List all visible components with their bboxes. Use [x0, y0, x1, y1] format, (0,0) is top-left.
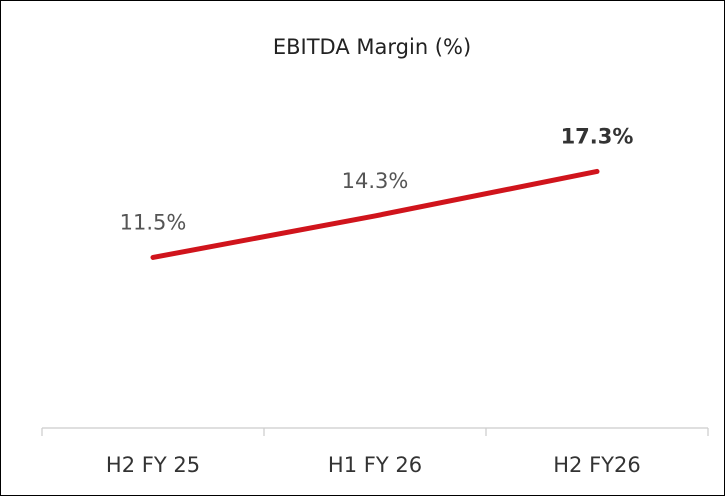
data-label: 14.3%	[342, 169, 409, 193]
line	[150, 168, 600, 260]
data-label: 11.5%	[120, 210, 187, 234]
x-tick-label: H2 FY26	[553, 453, 640, 477]
x-tick-label: H1 FY 26	[328, 453, 422, 477]
chart-title: EBITDA Margin (%)	[273, 35, 471, 59]
data-label: 17.3%	[561, 124, 634, 148]
x-tick-label: H2 FY 25	[106, 453, 200, 477]
